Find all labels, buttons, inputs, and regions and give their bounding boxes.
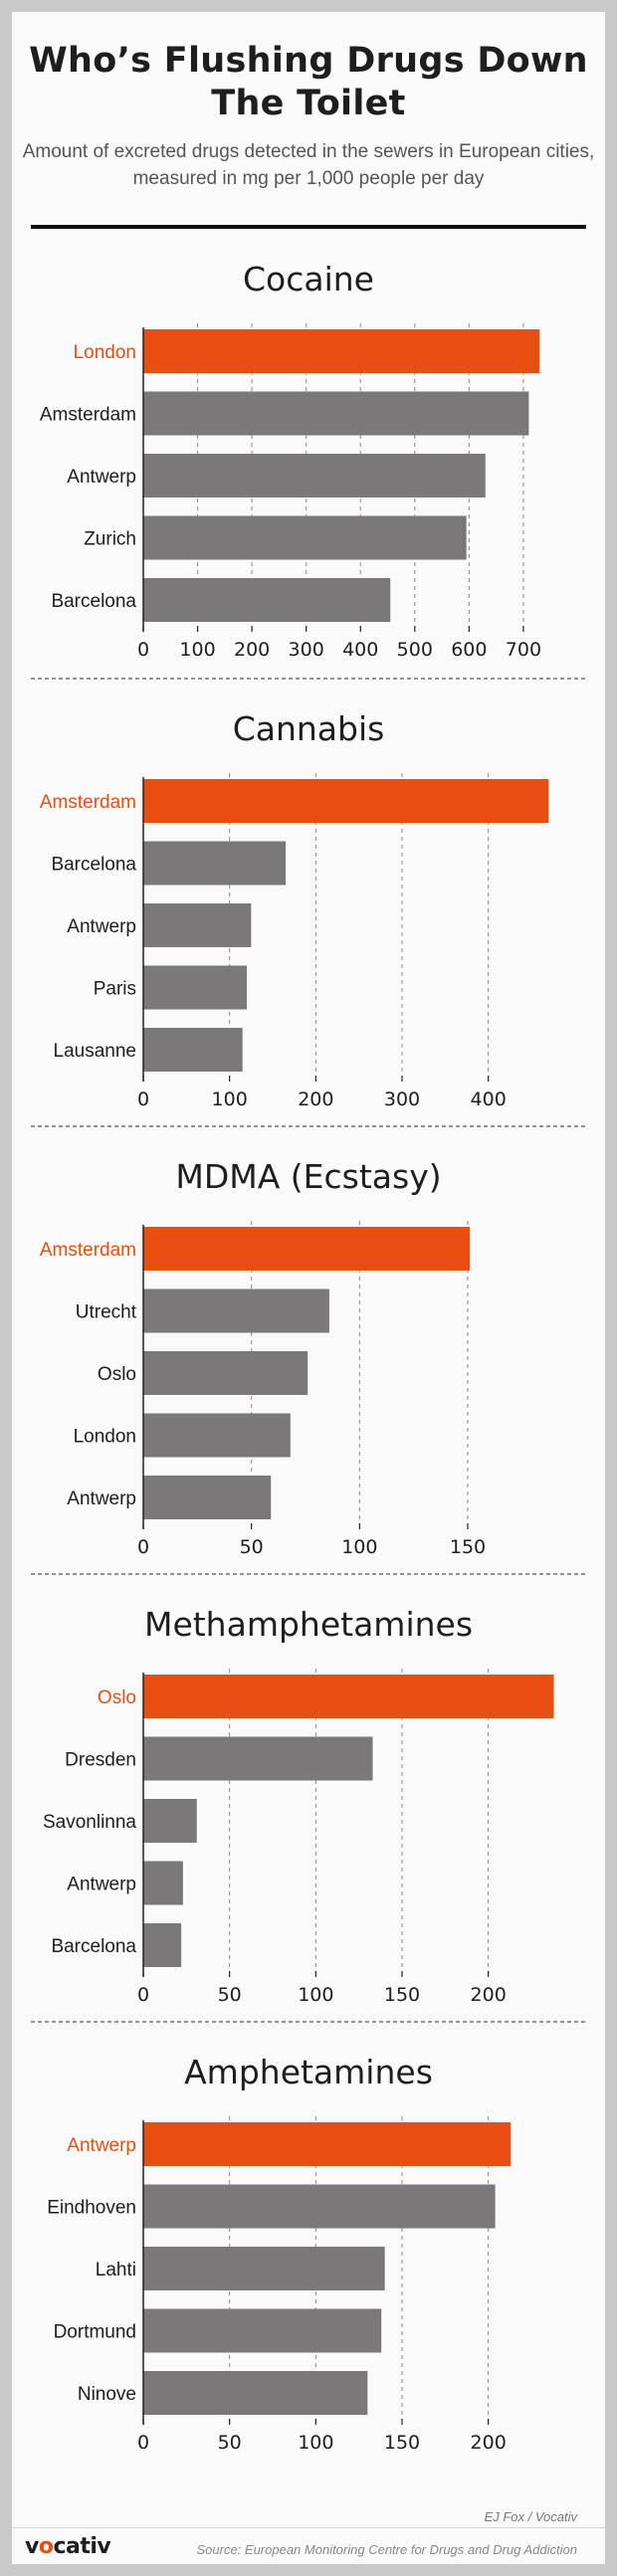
category-label: Amsterdam: [40, 405, 136, 426]
vocativ-logo: vocativ: [25, 2534, 111, 2559]
footer-bar: vocativ Source: European Monitoring Cent…: [12, 2527, 605, 2565]
x-tick-label: 100: [298, 2432, 333, 2454]
bar-dortmund: [143, 2308, 382, 2353]
bar-dresden: [143, 1736, 373, 1781]
bar-amsterdam: [143, 1227, 471, 1271]
chart-title: Cannabis: [233, 709, 385, 748]
category-label: Antwerp: [67, 1488, 136, 1509]
logo-part: v: [25, 2534, 39, 2559]
category-label: Lahti: [96, 2260, 136, 2280]
x-tick-label: 0: [137, 1984, 149, 2006]
bar-antwerp: [143, 1861, 183, 1905]
category-label: Utrecht: [76, 1302, 137, 1323]
category-label: Eindhoven: [47, 2198, 136, 2219]
infographic: Who’s Flushing Drugs Down The Toilet Amo…: [12, 12, 605, 2564]
x-tick-label: 150: [384, 1984, 420, 2006]
x-tick-label: 50: [240, 1536, 264, 1558]
category-label: Barcelona: [51, 591, 136, 612]
bar-paris: [143, 965, 248, 1010]
bar-antwerp: [143, 454, 486, 497]
x-tick-label: 200: [234, 639, 270, 661]
bar-barcelona: [143, 841, 287, 886]
bar-lausanne: [143, 1028, 243, 1072]
x-tick-label: 0: [137, 1536, 149, 1558]
x-tick-label: 0: [137, 639, 149, 661]
category-label: Ninove: [78, 2384, 136, 2405]
bar-barcelona: [143, 578, 391, 622]
logo-accent: o: [38, 2534, 54, 2559]
category-label: Dresden: [65, 1750, 136, 1771]
x-tick-label: 700: [506, 639, 541, 661]
bar-savonlinna: [143, 1799, 197, 1843]
x-tick-label: 0: [137, 2432, 149, 2454]
bar-oslo: [143, 1675, 554, 1718]
chart-title: Amphetamines: [184, 2053, 433, 2091]
category-label: Oslo: [98, 1364, 136, 1385]
x-tick-label: 100: [341, 1536, 377, 1558]
category-label: London: [74, 342, 136, 363]
bar-ninove: [143, 2371, 368, 2415]
category-label: Oslo: [98, 1687, 136, 1708]
bar-lahti: [143, 2247, 385, 2290]
bar-zurich: [143, 515, 467, 560]
bar-antwerp: [143, 1476, 272, 1519]
bar-london: [143, 329, 540, 373]
charts-canvas: Cocaine London Amsterdam Antwerp Zurich Barce…: [31, 260, 586, 2454]
bar-utrecht: [143, 1288, 329, 1333]
x-tick-label: 100: [298, 1984, 333, 2006]
x-tick-label: 0: [137, 1089, 149, 1110]
logo-part: cativ: [53, 2534, 111, 2559]
category-label: Antwerp: [67, 2135, 136, 2156]
bar-antwerp: [143, 903, 252, 947]
chart-title: MDMA (Ecstasy): [175, 1157, 441, 1196]
category-label: Amsterdam: [40, 792, 136, 813]
x-tick-label: 200: [471, 1984, 507, 2006]
chart-title: Cocaine: [243, 260, 374, 298]
chart-title: Methamphetamines: [144, 1605, 473, 1644]
x-tick-label: 150: [384, 2432, 420, 2454]
x-tick-label: 100: [179, 639, 215, 661]
category-label: Antwerp: [67, 916, 136, 937]
category-label: Dortmund: [54, 2322, 136, 2343]
x-tick-label: 150: [450, 1536, 486, 1558]
bar-antwerp: [143, 2122, 512, 2166]
category-label: Barcelona: [51, 855, 136, 876]
x-tick-label: 200: [298, 1089, 333, 1110]
category-label: Amsterdam: [40, 1240, 136, 1261]
x-tick-label: 50: [218, 2432, 242, 2454]
category-label: Savonlinna: [43, 1812, 136, 1833]
x-tick-label: 400: [471, 1089, 507, 1110]
category-label: Paris: [94, 979, 136, 1000]
x-tick-label: 300: [384, 1089, 420, 1110]
bar-amsterdam: [143, 779, 549, 823]
category-label: Barcelona: [51, 1936, 136, 1957]
category-label: Antwerp: [67, 467, 136, 488]
x-tick-label: 50: [218, 1984, 242, 2006]
x-tick-label: 500: [397, 639, 433, 661]
page-subtitle: Amount of excreted drugs detected in the…: [22, 141, 595, 189]
page-title: Who’s Flushing Drugs Down The Toilet: [29, 41, 588, 123]
bar-london: [143, 1413, 291, 1458]
category-label: London: [74, 1427, 136, 1448]
author-credit: EJ Fox / Vocativ: [484, 2509, 577, 2524]
category-label: Zurich: [84, 529, 136, 550]
x-tick-label: 300: [289, 639, 324, 661]
x-tick-label: 400: [342, 639, 378, 661]
category-label: Antwerp: [67, 1875, 136, 1895]
bar-oslo: [143, 1351, 308, 1395]
source-note: Source: European Monitoring Centre for D…: [196, 2542, 577, 2557]
bar-barcelona: [143, 1923, 182, 1967]
category-label: Lausanne: [54, 1041, 136, 1062]
x-tick-label: 100: [212, 1089, 248, 1110]
x-tick-label: 200: [471, 2432, 507, 2454]
title-divider: [31, 225, 586, 229]
bar-eindhoven: [143, 2184, 496, 2229]
x-tick-label: 600: [451, 639, 487, 661]
bar-amsterdam: [143, 391, 529, 436]
